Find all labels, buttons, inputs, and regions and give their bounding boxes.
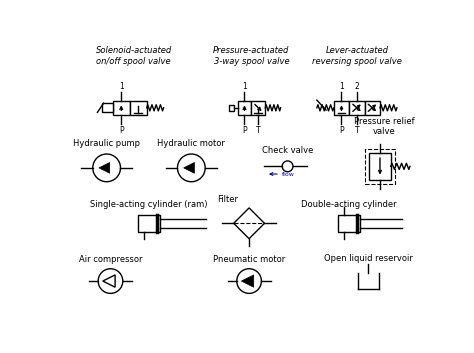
Text: Hydraulic motor: Hydraulic motor [157,139,225,148]
Polygon shape [99,162,109,173]
Bar [369,153,391,180]
Text: Pneumatic motor: Pneumatic motor [213,255,285,264]
Text: Hydraulic pump: Hydraulic pump [73,139,140,148]
Bar [102,103,113,112]
Bar [334,101,349,115]
Bar [138,215,160,232]
Text: 1: 1 [242,82,247,91]
Text: 1: 1 [119,82,124,91]
Bar [130,101,146,115]
Bar [113,101,130,115]
Bar [251,101,265,115]
Text: T: T [256,126,261,134]
Text: Solenoid-actuated
on/off spool valve: Solenoid-actuated on/off spool valve [95,46,172,66]
Bar [338,215,360,232]
Text: Check valve: Check valve [262,146,313,155]
Text: P: P [119,126,124,134]
Text: Pressure relief
valve: Pressure relief valve [354,116,414,136]
Polygon shape [103,275,115,287]
Text: Single-acting cylinder (ram): Single-acting cylinder (ram) [90,200,208,209]
Bar [349,101,365,115]
Text: Filter: Filter [217,195,238,204]
Bar [365,101,380,115]
Bar [365,149,395,184]
Text: P: P [339,126,344,134]
Text: Air compressor: Air compressor [79,255,142,264]
Polygon shape [241,275,254,287]
Polygon shape [183,162,194,173]
Text: Double-acting cylinder: Double-acting cylinder [301,200,397,209]
Text: Lever-actuated
reversing spool valve: Lever-actuated reversing spool valve [312,46,402,66]
Text: flow: flow [282,172,295,176]
Text: T: T [355,126,359,134]
Text: 2: 2 [355,82,359,91]
Text: Pressure-actuated
3-way spool valve: Pressure-actuated 3-way spool valve [213,46,290,66]
Text: Open liquid reservoir: Open liquid reservoir [324,253,413,263]
Text: 1: 1 [339,82,344,91]
Text: P: P [242,126,247,134]
Bar [237,101,251,115]
Bar [229,105,235,110]
